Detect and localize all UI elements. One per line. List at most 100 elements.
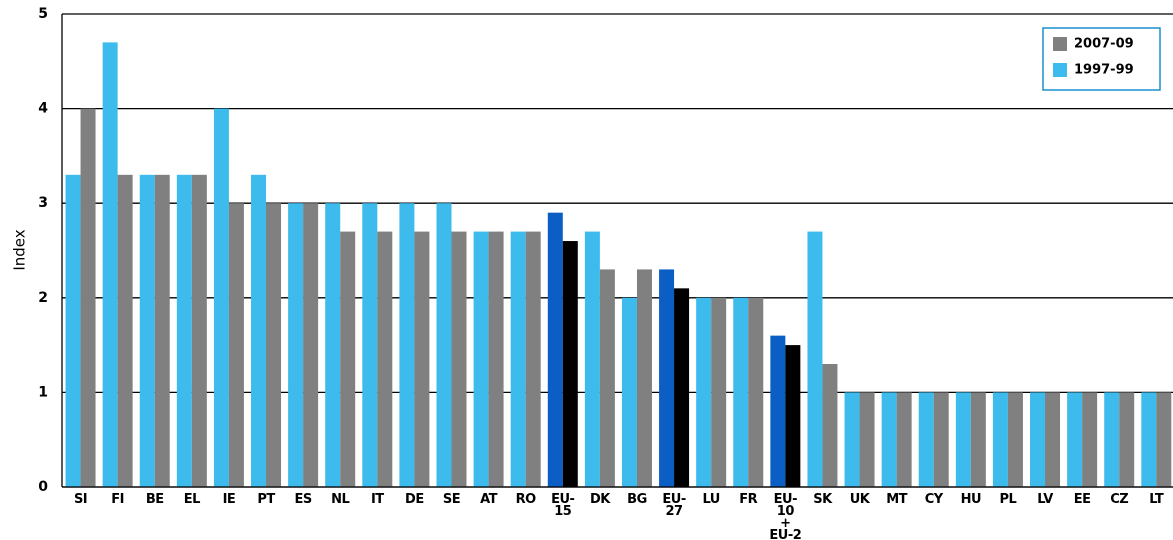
bar: [970, 392, 986, 487]
x-tick-label: BE: [145, 492, 164, 507]
bar: [859, 392, 875, 487]
bar: [488, 231, 504, 487]
bar: [599, 269, 615, 487]
x-tick-label: IT: [370, 492, 384, 507]
bar: [139, 174, 155, 487]
bar: [955, 392, 971, 487]
x-tick-label: EU-27: [662, 492, 686, 519]
bar: [399, 203, 415, 487]
x-tick-label: MT: [886, 492, 908, 507]
y-tick-label: 4: [38, 101, 48, 117]
x-tick-label: HU: [960, 492, 982, 507]
legend-swatch: [1053, 37, 1067, 51]
bar: [102, 42, 118, 487]
bar: [659, 269, 675, 487]
bar: [213, 108, 229, 487]
y-axis-label: Index: [11, 229, 29, 270]
bar: [621, 297, 637, 487]
y-tick-label: 5: [38, 6, 48, 22]
x-tick-label: EL: [183, 492, 201, 507]
bar: [896, 392, 912, 487]
x-tick-label: SI: [73, 492, 88, 507]
bar: [377, 231, 393, 487]
bar: [65, 174, 81, 487]
x-tick-label: RO: [515, 492, 537, 507]
x-tick-label: LV: [1037, 492, 1053, 507]
x-tick-label: EU-10 + EU-2: [769, 492, 802, 540]
x-tick-label: CY: [924, 492, 943, 507]
bar: [584, 231, 600, 487]
bar: [525, 231, 541, 487]
bar: [473, 231, 489, 487]
x-tick-label: FR: [739, 492, 758, 507]
bar: [1119, 392, 1135, 487]
bar: [1030, 392, 1046, 487]
bar: [303, 203, 319, 487]
bar: [547, 212, 563, 487]
bar: [933, 392, 949, 487]
bar: [154, 174, 170, 487]
bar: [191, 174, 207, 487]
x-tick-label: BG: [627, 492, 647, 507]
bar: [562, 241, 578, 487]
bar: [340, 231, 356, 487]
bar: [770, 335, 786, 487]
bar: [1082, 392, 1098, 487]
x-tick-label: PL: [999, 492, 1017, 507]
bar: [918, 392, 934, 487]
bar: [414, 231, 430, 487]
legend-label: 1997-99: [1074, 63, 1134, 78]
x-tick-label: NL: [331, 492, 350, 507]
bar: [1067, 392, 1083, 487]
x-tick-label: IE: [222, 492, 236, 507]
y-tick-label: 0: [38, 479, 48, 495]
bar: [696, 297, 712, 487]
bar: [1007, 392, 1023, 487]
bar: [251, 174, 267, 487]
bar: [1104, 392, 1120, 487]
bar: [288, 203, 304, 487]
y-tick-label: 2: [38, 290, 48, 306]
bar: [822, 364, 838, 487]
bar: [325, 203, 341, 487]
bar: [362, 203, 378, 487]
bar: [807, 231, 823, 487]
bar: [117, 174, 133, 487]
legend-swatch: [1053, 63, 1067, 77]
x-tick-label: DK: [589, 492, 610, 507]
y-tick-label: 1: [38, 384, 48, 400]
x-tick-label: SE: [442, 492, 461, 507]
bar: [992, 392, 1008, 487]
bar: [844, 392, 860, 487]
x-tick-label: UK: [849, 492, 870, 507]
x-tick-label: ES: [294, 492, 312, 507]
bar: [1045, 392, 1061, 487]
x-tick-label: EE: [1073, 492, 1091, 507]
bar: [674, 288, 690, 487]
bar: [1141, 392, 1157, 487]
legend-box: [1042, 27, 1161, 91]
bar: [266, 203, 282, 487]
bar: [785, 345, 801, 487]
x-tick-label: FI: [111, 492, 124, 507]
bar: [881, 392, 897, 487]
bar: [748, 297, 764, 487]
y-tick-label: 3: [38, 195, 48, 211]
legend-label: 2007-09: [1074, 37, 1134, 52]
bar: [711, 297, 727, 487]
x-tick-label: DE: [405, 492, 424, 507]
bar: [636, 269, 652, 487]
x-tick-label: AT: [480, 492, 498, 507]
bar: [228, 203, 244, 487]
x-tick-label: PT: [257, 492, 275, 507]
bar: [1156, 392, 1172, 487]
bar: [176, 174, 192, 487]
bar: [436, 203, 452, 487]
x-tick-label: EU-15: [551, 492, 575, 519]
bar: [80, 108, 96, 487]
bar: [510, 231, 526, 487]
bar: [451, 231, 467, 487]
x-tick-label: LU: [702, 492, 720, 507]
